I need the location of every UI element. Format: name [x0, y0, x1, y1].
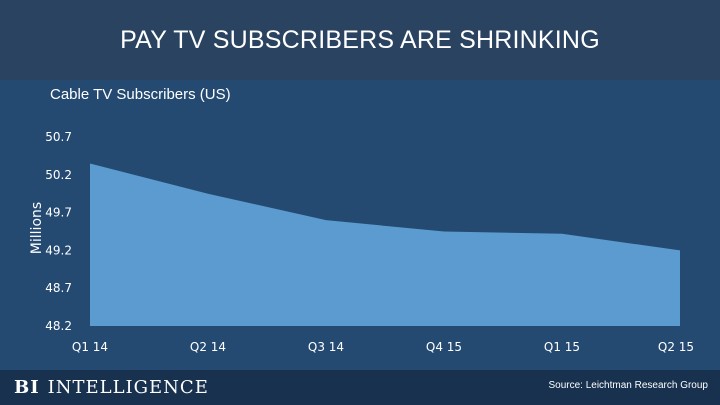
logo-intelligence-text: INTELLIGENCE: [47, 377, 209, 398]
logo-bi-text: BI: [14, 377, 40, 398]
chart-title: Cable TV Subscribers (US): [50, 86, 231, 103]
series-area: [90, 163, 680, 326]
y-tick-label: 50.7: [45, 130, 72, 144]
footer-band: [0, 370, 720, 405]
y-tick-label: 49.2: [45, 243, 72, 257]
y-tick-label: 50.2: [45, 168, 72, 182]
x-tick-label: Q4 15: [426, 340, 462, 354]
x-tick-label: Q3 14: [308, 340, 344, 354]
y-tick-label: 48.7: [45, 281, 72, 295]
page-title: PAY TV SUBSCRIBERS ARE SHRINKING: [120, 26, 600, 54]
y-tick-label: 49.7: [45, 206, 72, 220]
source-note: Source: Leichtman Research Group: [548, 380, 708, 391]
x-tick-label: Q1 15: [544, 340, 580, 354]
bi-intelligence-logo: BI INTELLIGENCE: [14, 377, 209, 398]
x-tick-label: Q1 14: [72, 340, 108, 354]
x-tick-label: Q2 14: [190, 340, 226, 354]
y-tick-label: 48.2: [45, 319, 72, 333]
x-tick-label: Q2 15: [658, 340, 694, 354]
header-band: [0, 0, 720, 80]
